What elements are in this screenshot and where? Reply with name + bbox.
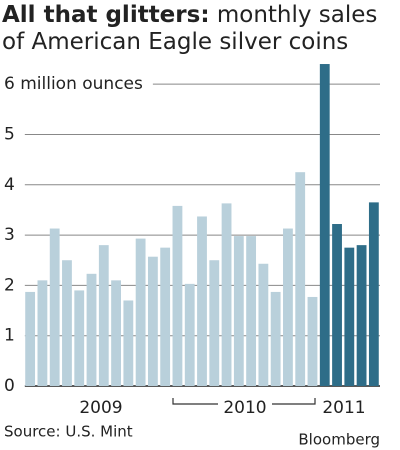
y-tick-label: 1 bbox=[4, 326, 15, 346]
title-text: monthly sales of American Eagle silver c… bbox=[2, 2, 378, 55]
title-box: All that glitters: monthly sales of Amer… bbox=[2, 2, 398, 56]
bar bbox=[368, 202, 379, 386]
y-tick-label: 3 bbox=[4, 225, 15, 245]
bar bbox=[160, 247, 171, 386]
bar bbox=[307, 296, 318, 386]
bar bbox=[172, 205, 183, 386]
bar bbox=[221, 203, 232, 386]
year-label: 2011 bbox=[322, 398, 365, 418]
bar bbox=[184, 283, 195, 386]
bar bbox=[356, 245, 367, 386]
source: Source: U.S. Mint bbox=[4, 423, 133, 441]
bar bbox=[332, 224, 342, 386]
year-bracket bbox=[172, 398, 316, 405]
bar bbox=[246, 236, 257, 386]
y-tick-label: 6 million ounces bbox=[4, 74, 143, 94]
y-tick-label: 2 bbox=[4, 275, 15, 295]
year-label: 2010 bbox=[223, 398, 266, 418]
bar bbox=[74, 290, 85, 386]
bar bbox=[258, 263, 269, 386]
bar bbox=[319, 64, 330, 387]
bar bbox=[270, 291, 281, 386]
y-tick-label: 0 bbox=[4, 376, 15, 396]
bar bbox=[62, 260, 72, 386]
y-tick-label: 5 bbox=[4, 124, 15, 144]
y-tick-label: 4 bbox=[4, 175, 15, 195]
bar bbox=[123, 300, 134, 386]
bar bbox=[37, 280, 48, 386]
bar bbox=[283, 228, 293, 386]
year-label: 2009 bbox=[79, 398, 122, 418]
bar bbox=[111, 280, 121, 386]
bar bbox=[49, 228, 60, 386]
bar bbox=[147, 256, 158, 386]
title-block: All that glitters: monthly sales of Amer… bbox=[2, 2, 398, 56]
credit: Bloomberg bbox=[298, 431, 380, 449]
bar bbox=[295, 172, 306, 386]
bar bbox=[135, 238, 146, 386]
bar bbox=[197, 216, 207, 386]
title-bold: All that glitters: bbox=[2, 2, 210, 28]
bar bbox=[25, 291, 36, 386]
bar bbox=[233, 236, 244, 386]
bar bbox=[344, 247, 355, 386]
bar bbox=[209, 260, 220, 386]
bar bbox=[98, 245, 109, 386]
bar bbox=[86, 273, 97, 386]
